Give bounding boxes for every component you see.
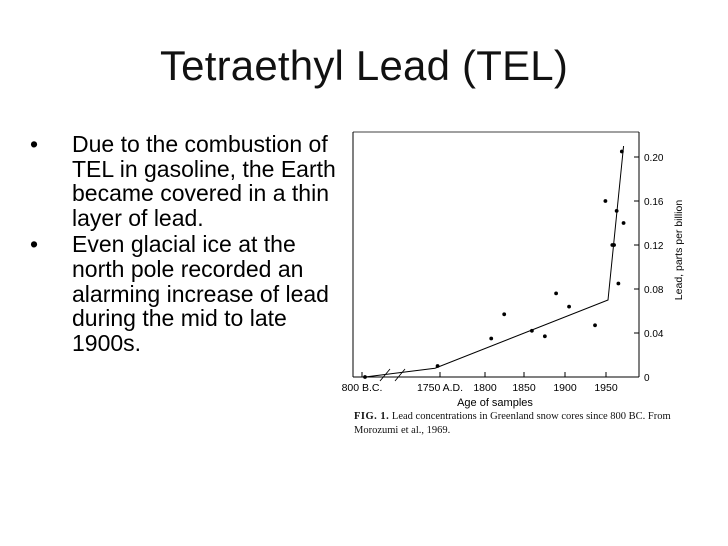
slide-title: Tetraethyl Lead (TEL) [159,42,569,89]
data-point [567,304,571,309]
x-axis-ticks: 800 B.C. 1750 A.D. 1800 1850 1900 1950 [342,368,618,394]
figure-caption: FIG. 1. Lead concentrations in Greenland… [354,410,694,438]
y-tick-label: 0.20 [644,153,664,164]
data-point [489,336,494,341]
bullet-icon: • [30,131,39,157]
caption-label: FIG. 1. [354,411,390,422]
data-points-group [363,149,626,379]
bullet-item: • Due to the combustion of TEL in gasoli… [30,132,340,230]
data-point [542,334,547,339]
lead-concentration-chart: 0 0.04 0.08 0.12 0.16 0.20 800 B.C. 1750 A.D. 1… [342,131,685,409]
data-point [619,149,624,154]
bullet-list: • Due to the combustion of TEL in gasoli… [30,132,340,357]
bullet-text: Even glacial ice at the north pole recor… [72,231,329,356]
axis-break-mark [394,368,406,382]
data-point [616,281,621,286]
x-tick-label: 1800 [473,382,497,394]
axis-break-mark [379,368,391,382]
data-point [593,323,597,328]
x-axis-label: Age of samples [457,397,533,409]
data-point [363,375,367,379]
caption-text: Lead concentrations in Greenland snow co… [354,411,671,436]
bullet-icon: • [30,231,39,258]
y-axis-label: Lead, parts per billion [673,200,685,301]
data-point [612,243,616,247]
x-tick-label: 800 B.C. [342,382,383,394]
data-point [603,199,608,203]
y-tick-label: 0.16 [644,197,664,208]
trend-line [364,145,625,378]
x-tick-label: 1950 [594,382,618,394]
data-point [502,312,507,317]
data-point [435,364,440,368]
trend-line-group [364,145,625,378]
data-point [614,209,619,213]
bullet-text: Due to the combustion of TEL in gasoline… [72,131,336,231]
data-point [554,291,558,296]
y-tick-label: 0.04 [644,329,664,340]
x-tick-label: 1750 A.D. [417,382,463,394]
y-tick-label: 0.08 [644,285,664,296]
x-tick-label: 1850 [512,382,536,394]
data-point [529,328,534,333]
y-tick-label: 0.12 [644,241,664,252]
plot-frame [352,131,640,378]
y-tick-label: 0 [644,373,650,384]
y-axis-ticks: 0 0.04 0.08 0.12 0.16 0.20 [634,153,664,384]
x-tick-label: 1900 [553,382,577,394]
bullet-item: • Even glacial ice at the north pole rec… [30,232,340,355]
data-point [621,221,626,225]
